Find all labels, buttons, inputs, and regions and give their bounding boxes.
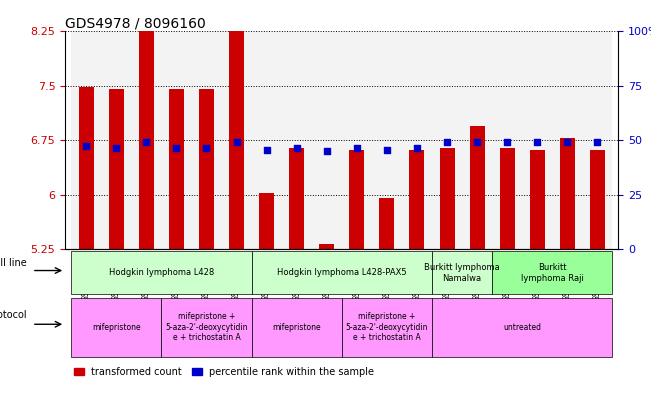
Bar	[199, 89, 214, 249]
Text: mifepristone: mifepristone	[92, 323, 141, 332]
Bar	[552, 31, 583, 249]
Bar	[282, 31, 312, 249]
Point	[262, 147, 272, 153]
Point	[292, 144, 302, 151]
Text: mifepristone +
5-aza-2'-deoxycytidin
e + trichostatin A: mifepristone + 5-aza-2'-deoxycytidin e +…	[346, 312, 428, 342]
Bar	[289, 148, 304, 249]
FancyBboxPatch shape	[492, 252, 613, 294]
Point	[171, 144, 182, 151]
Bar	[312, 31, 342, 249]
Point	[472, 139, 482, 145]
Text: Burkitt lymphoma
Namalwa: Burkitt lymphoma Namalwa	[424, 263, 500, 283]
Bar	[469, 126, 484, 249]
Point	[111, 144, 122, 151]
Legend: transformed count, percentile rank within the sample: transformed count, percentile rank withi…	[70, 363, 378, 380]
Bar	[522, 31, 552, 249]
Point	[81, 143, 91, 149]
FancyBboxPatch shape	[71, 298, 161, 357]
Point	[381, 147, 392, 153]
Bar	[139, 24, 154, 249]
Bar	[590, 150, 605, 249]
Bar	[169, 89, 184, 249]
Bar	[251, 31, 282, 249]
Bar	[530, 150, 545, 249]
Point	[592, 139, 603, 145]
Point	[502, 139, 512, 145]
Bar	[372, 31, 402, 249]
Text: mifepristone: mifepristone	[272, 323, 321, 332]
Bar	[161, 31, 191, 249]
Bar	[109, 89, 124, 249]
Bar	[380, 198, 395, 249]
Text: Hodgkin lymphoma L428-PAX5: Hodgkin lymphoma L428-PAX5	[277, 268, 407, 277]
Bar	[500, 148, 515, 249]
Bar	[439, 147, 454, 249]
Point	[352, 144, 362, 151]
FancyBboxPatch shape	[251, 252, 432, 294]
Point	[411, 144, 422, 151]
FancyBboxPatch shape	[432, 252, 492, 294]
Point	[231, 139, 242, 145]
Bar	[221, 31, 251, 249]
Bar	[432, 31, 462, 249]
Bar	[229, 28, 244, 249]
Bar	[409, 150, 424, 249]
Bar	[350, 150, 365, 249]
Bar	[319, 244, 334, 249]
Bar	[71, 31, 101, 249]
Bar	[402, 31, 432, 249]
Bar	[560, 138, 575, 249]
Text: cell line: cell line	[0, 258, 27, 268]
Point	[322, 148, 332, 154]
Bar	[492, 31, 522, 249]
Bar	[101, 31, 132, 249]
Point	[562, 139, 572, 145]
FancyBboxPatch shape	[432, 298, 613, 357]
Bar	[259, 193, 274, 249]
Point	[532, 139, 542, 145]
FancyBboxPatch shape	[161, 298, 251, 357]
Text: Hodgkin lymphoma L428: Hodgkin lymphoma L428	[109, 268, 214, 277]
Point	[201, 144, 212, 151]
Point	[442, 139, 452, 145]
FancyBboxPatch shape	[251, 298, 342, 357]
Text: GDS4978 / 8096160: GDS4978 / 8096160	[65, 16, 206, 30]
Bar	[191, 31, 221, 249]
FancyBboxPatch shape	[71, 252, 251, 294]
Text: mifepristone +
5-aza-2'-deoxycytidin
e + trichostatin A: mifepristone + 5-aza-2'-deoxycytidin e +…	[165, 312, 247, 342]
Text: untreated: untreated	[503, 323, 541, 332]
FancyBboxPatch shape	[342, 298, 432, 357]
Bar	[132, 31, 161, 249]
Bar	[342, 31, 372, 249]
Point	[141, 139, 152, 145]
Text: Burkitt
lymphoma Raji: Burkitt lymphoma Raji	[521, 263, 584, 283]
Text: protocol: protocol	[0, 310, 27, 320]
Bar	[79, 87, 94, 249]
Bar	[583, 31, 613, 249]
Bar	[462, 31, 492, 249]
